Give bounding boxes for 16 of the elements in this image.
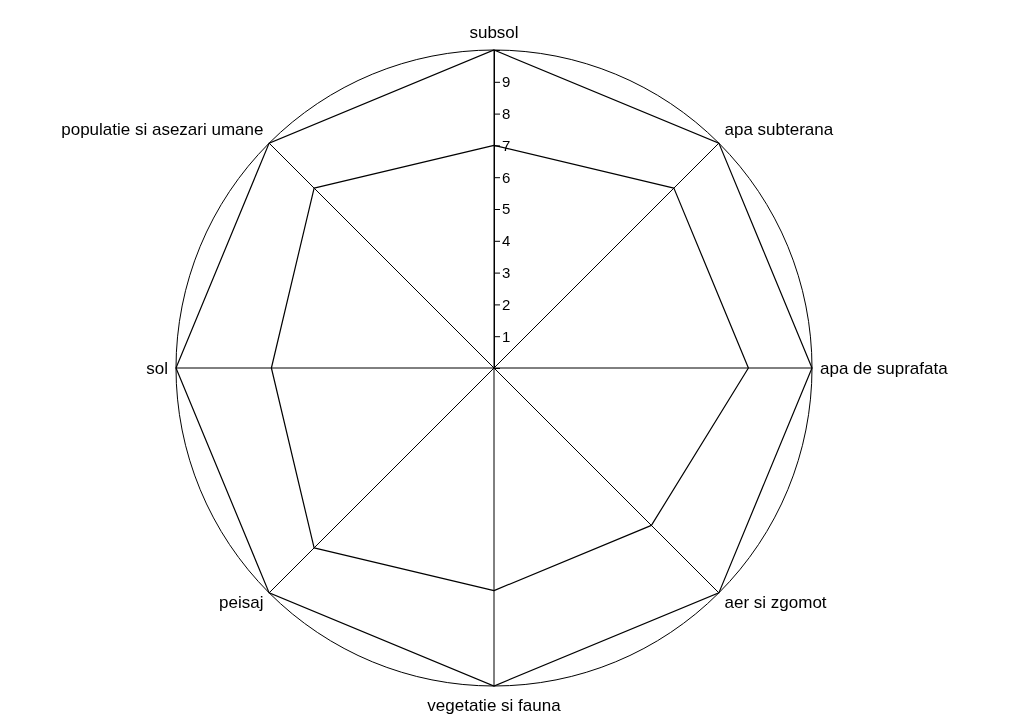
y-tick-label: 4 [502,232,511,250]
y-tick-label: 2 [502,295,511,313]
y-tick-label: 8 [502,104,511,122]
spoke-label: sol [146,358,168,378]
spoke-label: subsol [469,23,519,42]
y-tick-label: 9 [502,73,511,91]
spoke-label: aer si zgomot [724,593,827,613]
y-tick-label: 3 [502,263,511,281]
spoke-label: apa subterana [724,120,834,140]
spoke-label: apa de suprafata [820,358,949,378]
y-tick-label: 6 [502,168,511,186]
spoke-label: peisaj [219,593,264,613]
spoke-label: populatie si asezari umane [61,120,264,140]
y-tick-label: 5 [502,200,511,218]
y-tick-label: 1 [502,327,511,345]
spoke-label: vegetatie si fauna [427,696,562,715]
